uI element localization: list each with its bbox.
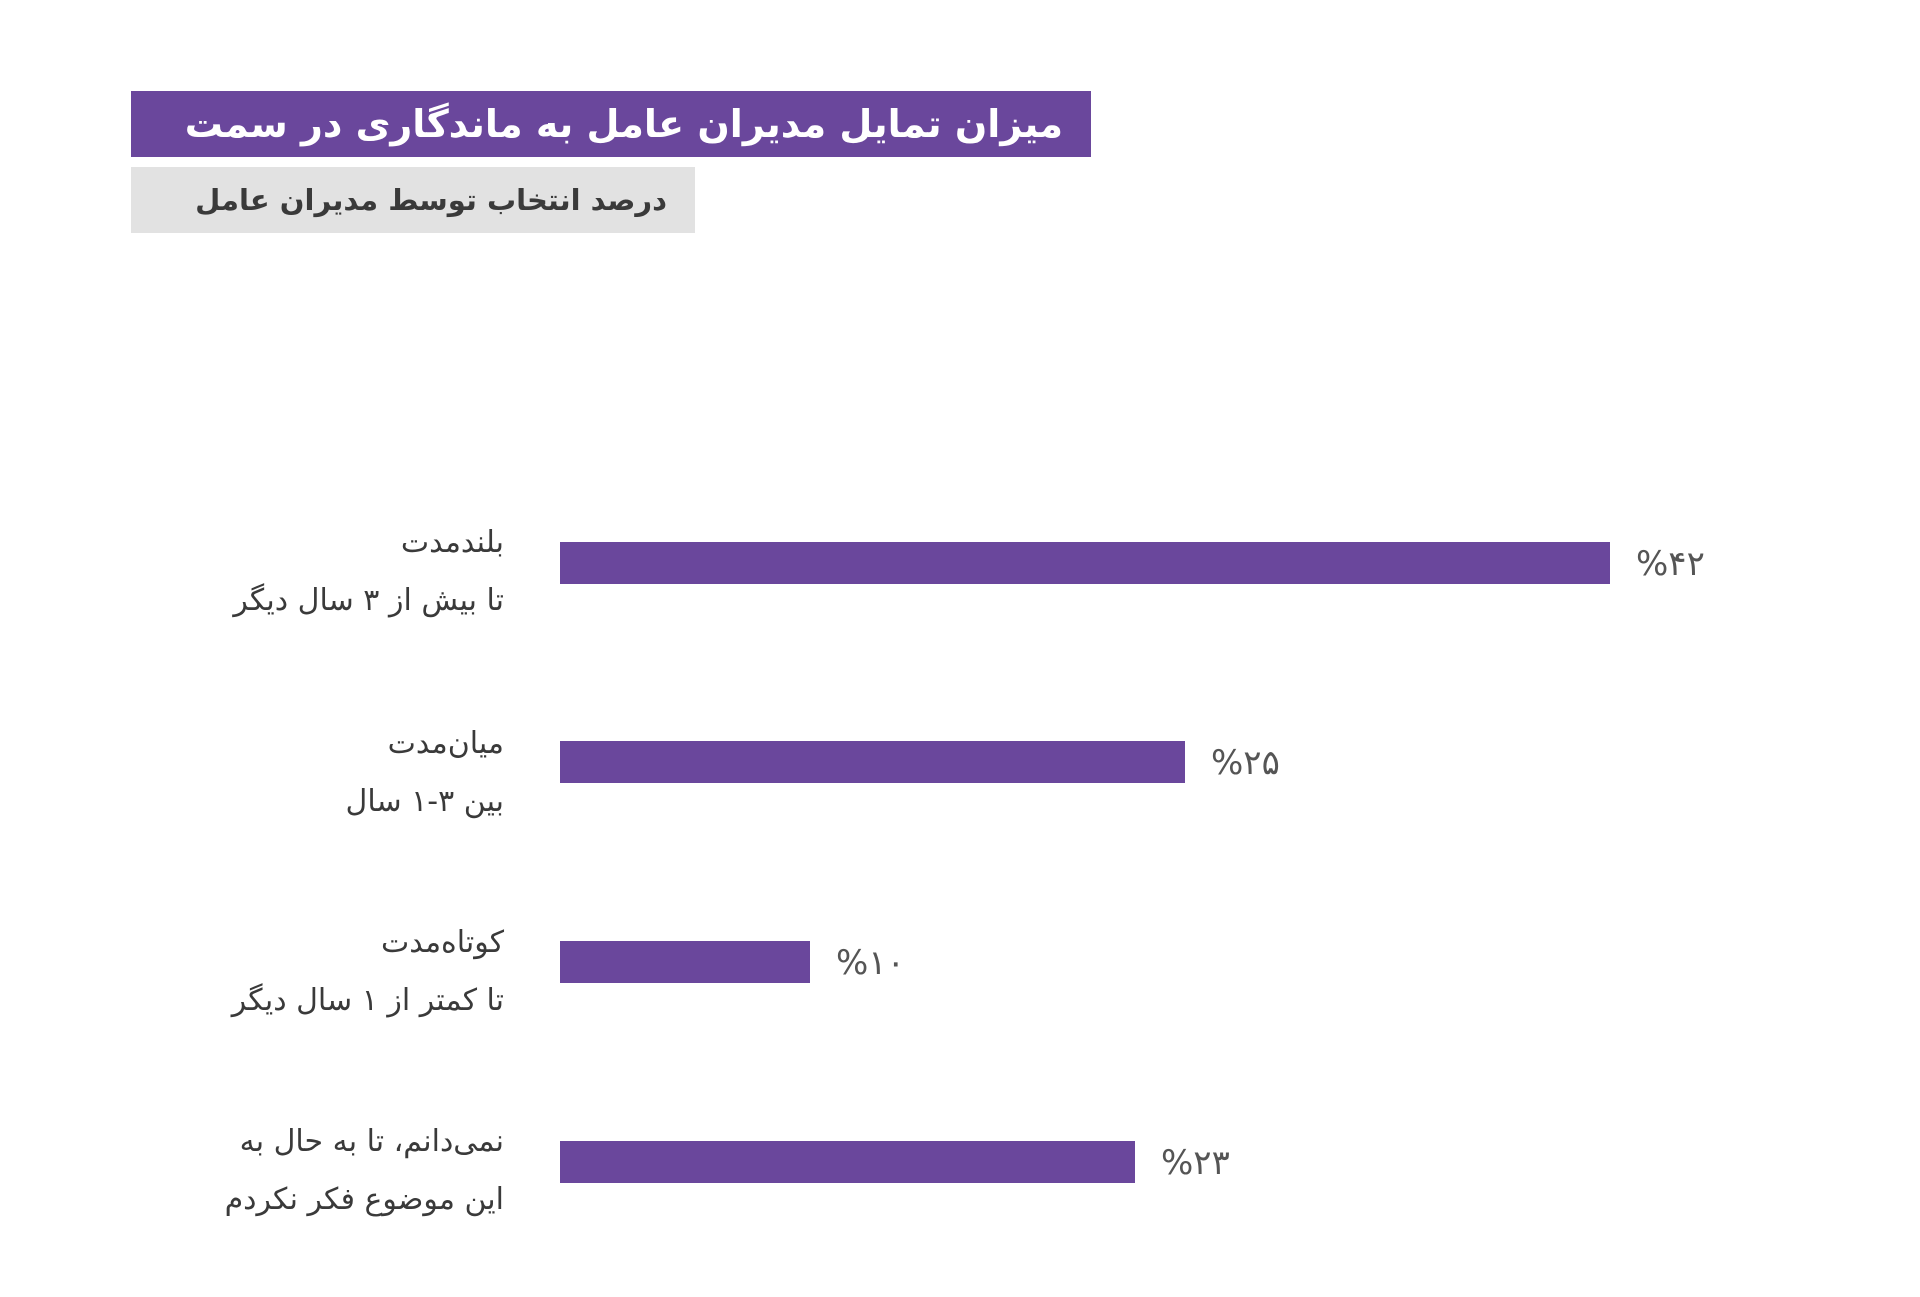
category-label-dont-know: نمی‌دانم، تا به حال به این موضوع فکر نکر… (84, 1113, 504, 1229)
category-label-long-term-line2: تا بیش از ۳ سال دیگر (233, 583, 504, 618)
category-label-mid-term-line2: بین ۳-۱ سال (345, 784, 504, 819)
category-label-short-term-line1: کوتاه‌مدت (380, 925, 504, 960)
bar-long-term (560, 542, 1610, 584)
chart-subtitle: درصد انتخاب توسط مدیران عامل (131, 167, 695, 233)
category-label-mid-term: میان‌مدت بین ۳-۱ سال (84, 715, 504, 831)
category-label-mid-term-line1: میان‌مدت (387, 726, 504, 761)
chart-title: میزان تمایل مدیران عامل به ماندگاری در س… (131, 91, 1091, 157)
value-label-long-term: %۴۲ (1636, 544, 1705, 584)
value-label-mid-term: %۲۵ (1211, 743, 1280, 783)
bar-dont-know (560, 1141, 1135, 1183)
category-label-short-term: کوتاه‌مدت تا کمتر از ۱ سال دیگر (84, 914, 504, 1030)
category-label-dont-know-line2: این موضوع فکر نکردم (224, 1182, 504, 1217)
bar-mid-term (560, 741, 1185, 783)
category-label-long-term-line1: بلندمدت (400, 525, 504, 560)
category-label-dont-know-line1: نمی‌دانم، تا به حال به (239, 1124, 504, 1159)
bar-short-term (560, 941, 810, 983)
category-label-short-term-line2: تا کمتر از ۱ سال دیگر (231, 983, 504, 1018)
value-label-dont-know: %۲۳ (1161, 1143, 1230, 1183)
category-label-long-term: بلندمدت تا بیش از ۳ سال دیگر (84, 514, 504, 630)
value-label-short-term: %۱۰ (836, 943, 905, 983)
